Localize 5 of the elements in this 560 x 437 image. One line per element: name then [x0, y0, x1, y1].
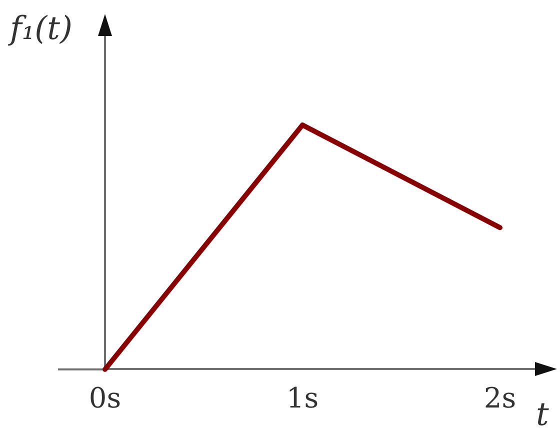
x-tick-label: 0s	[88, 381, 122, 414]
x-tick-label: 1s	[286, 381, 319, 414]
y-axis-title: f₁(t)	[10, 9, 72, 47]
x-tick-label: 2s	[484, 381, 516, 414]
x-axis-title: t	[536, 395, 549, 433]
